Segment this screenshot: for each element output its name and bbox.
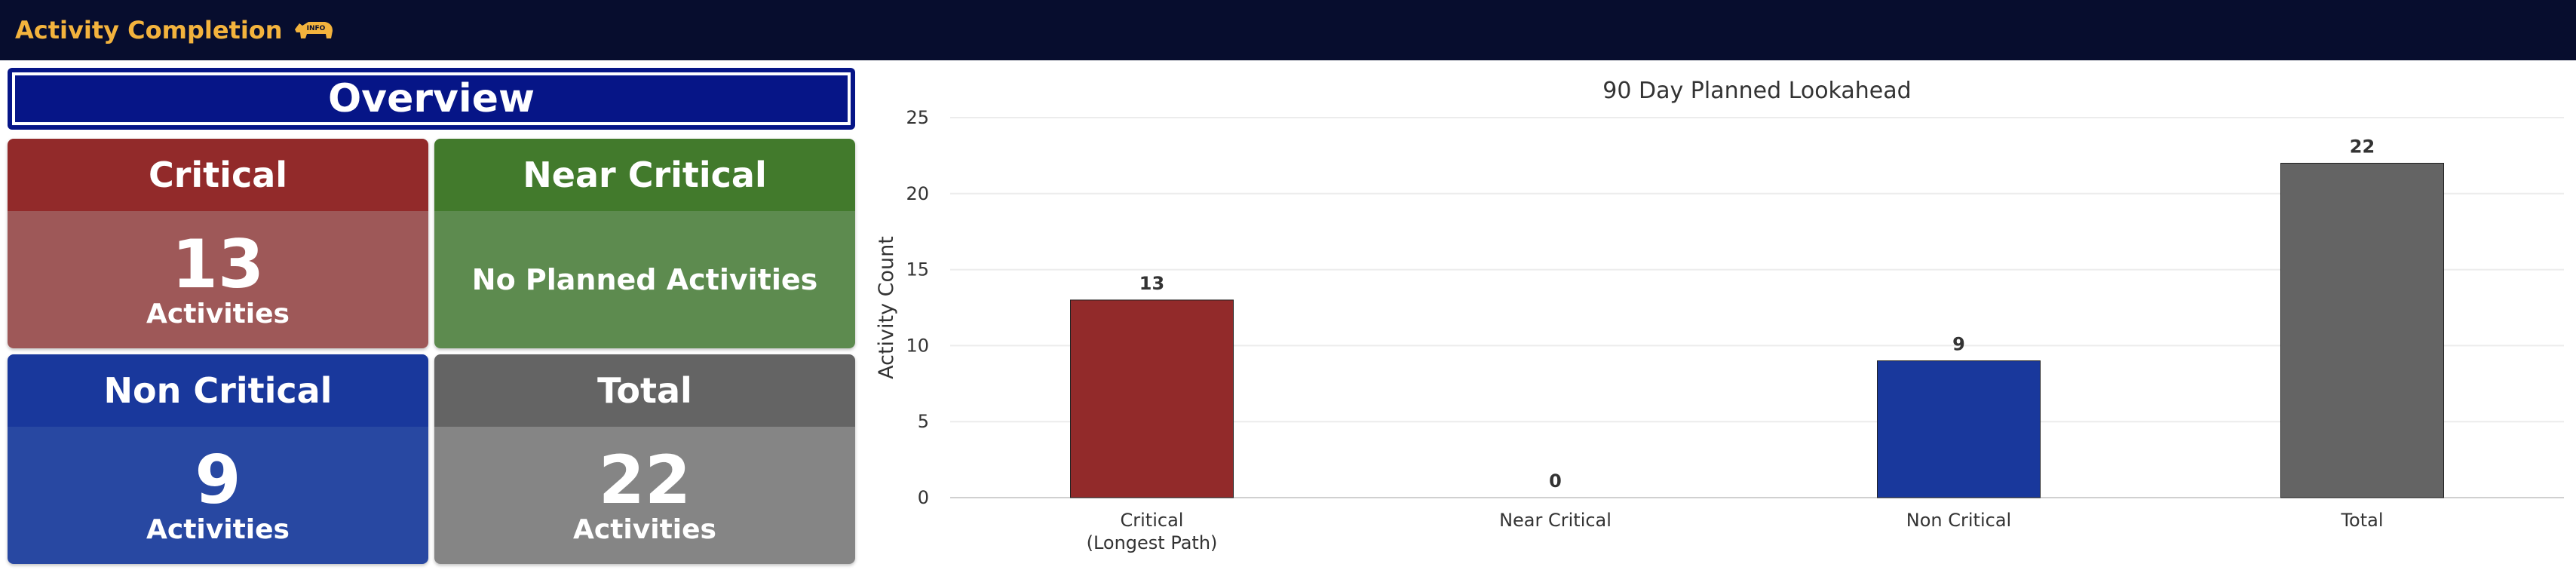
non-critical-count: 9 [195, 441, 241, 519]
total-count: 22 [598, 441, 692, 519]
y-tick-label: 15 [906, 259, 929, 280]
data-label: 22 [2350, 136, 2375, 157]
app-title: Activity Completion [15, 16, 283, 44]
data-label: 13 [1139, 273, 1164, 294]
bar [1877, 360, 2041, 498]
chart-title: 90 Day Planned Lookahead [1602, 78, 1911, 104]
lookahead-chart-svg: 90 Day Planned Lookahead 0 5 10 15 20 25 Activi… [875, 78, 2564, 553]
near-critical-card-title: Near Critical [434, 139, 855, 211]
info-badge-text: INFO [306, 25, 325, 32]
total-unit: Activities [573, 514, 716, 545]
x-tick-label: Non Critical [1906, 510, 2011, 531]
x-tick-label: (Longest Path) [1087, 532, 1218, 553]
data-label: 9 [1952, 334, 1965, 355]
x-tick-label: Near Critical [1499, 510, 1612, 531]
critical-card-body: 13 Activities [8, 211, 428, 348]
near-critical-card[interactable]: Near Critical No Planned Activities [434, 139, 855, 348]
non-critical-card[interactable]: Non Critical 9 Activities [8, 354, 428, 564]
y-tick-label: 10 [906, 335, 929, 356]
near-critical-card-body: No Planned Activities [434, 211, 855, 348]
critical-count: 13 [171, 225, 265, 303]
y-tick-label: 0 [918, 487, 929, 508]
top-bar: Activity Completion INFO [0, 0, 2576, 60]
data-label: 0 [1549, 470, 1562, 492]
critical-card-title: Critical [8, 139, 428, 211]
total-card[interactable]: Total 22 Activities [434, 354, 855, 564]
y-tick-label: 25 [906, 107, 929, 128]
total-card-title: Total [434, 354, 855, 427]
lookahead-chart: 90 Day Planned Lookahead 0 5 10 15 20 25 Activi… [867, 68, 2576, 570]
rhino-info-icon[interactable]: INFO [292, 19, 336, 41]
critical-unit: Activities [146, 299, 290, 329]
non-critical-card-body: 9 Activities [8, 427, 428, 564]
overview-banner: Overview [8, 68, 855, 130]
overview-title: Overview [12, 72, 851, 125]
critical-card[interactable]: Critical 13 Activities [8, 139, 428, 348]
y-axis-label: Activity Count [875, 236, 898, 379]
non-critical-card-title: Non Critical [8, 354, 428, 427]
bar [1070, 299, 1234, 498]
x-tick-label: Total [2340, 510, 2383, 531]
total-card-body: 22 Activities [434, 427, 855, 564]
near-critical-message: No Planned Activities [471, 263, 818, 296]
y-tick-label: 20 [906, 183, 929, 204]
bar [2280, 162, 2444, 498]
y-tick-label: 5 [918, 411, 929, 432]
x-tick-label: Critical [1121, 510, 1184, 531]
non-critical-unit: Activities [146, 514, 290, 545]
